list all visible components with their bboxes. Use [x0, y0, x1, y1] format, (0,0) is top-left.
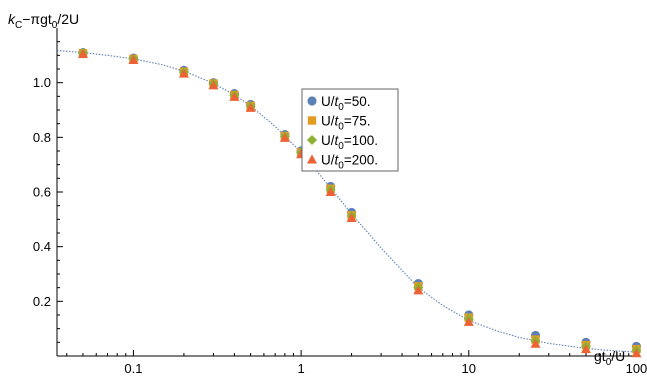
x-tick-label: 10: [462, 361, 476, 376]
legend-marker-diamond: [307, 135, 317, 145]
legend-box: [301, 88, 399, 172]
x-ticks: 0.1 1 10 100: [66, 350, 647, 376]
data-point-triangle: [279, 132, 290, 142]
y-tick-label: 0.2: [33, 294, 51, 309]
y-axis-label: kC−πgt0/2U: [8, 11, 79, 31]
legend-items: U/t0=50.U/t0=75.U/t0=100.U/t0=200.: [307, 94, 378, 172]
data-point-triangle: [208, 80, 219, 90]
legend-marker-square: [307, 116, 317, 125]
legend-label: U/t0=50.: [321, 94, 370, 113]
y-ticks: 0.2 0.4 0.6 0.8 1.0: [33, 41, 63, 343]
x-tick-label: 1: [297, 361, 304, 376]
legend-label: U/t0=100.: [321, 133, 378, 152]
fit-curve-line: [56, 49, 641, 353]
x-axis-label: gt0/U: [594, 348, 625, 368]
y-tick-label: 0.6: [33, 185, 51, 200]
legend-item: U/t0=50.: [307, 94, 370, 113]
data-points: [77, 48, 642, 358]
y-tick-label: 0.8: [33, 130, 51, 145]
legend-label: U/t0=200.: [321, 153, 378, 172]
legend-item: U/t0=100.: [307, 133, 378, 152]
data-point-triangle: [346, 212, 357, 222]
x-tick-label: 0.1: [124, 361, 142, 376]
data-point-triangle: [77, 48, 88, 58]
y-tick-label: 0.4: [33, 239, 51, 254]
fit-curve: [56, 49, 641, 353]
series-triangle: [77, 48, 642, 358]
data-point-triangle: [178, 68, 189, 78]
legend-label: U/t0=75.: [321, 114, 370, 133]
data-point-triangle: [530, 338, 541, 348]
legend-item: U/t0=200.: [307, 153, 378, 172]
data-point-triangle: [128, 54, 139, 64]
y-tick-label: 1.0: [33, 75, 51, 90]
data-point-triangle: [229, 91, 240, 101]
data-point-triangle: [245, 102, 256, 112]
legend-marker-triangle: [307, 154, 317, 164]
x-tick-label: 100: [626, 361, 647, 376]
axes: 0.1 1 10 100 0.2 0.4 0.6 0.8 1.0: [33, 28, 647, 376]
data-point-triangle: [580, 344, 591, 354]
data-point-triangle: [631, 348, 642, 358]
legend-marker-circle: [307, 96, 317, 106]
data-point-triangle: [325, 187, 336, 196]
data-point-triangle: [413, 285, 424, 295]
legend: U/t0=50.U/t0=75.U/t0=100.U/t0=200.: [301, 88, 399, 172]
legend-item: U/t0=75.: [307, 114, 370, 133]
data-point-triangle: [463, 316, 474, 326]
